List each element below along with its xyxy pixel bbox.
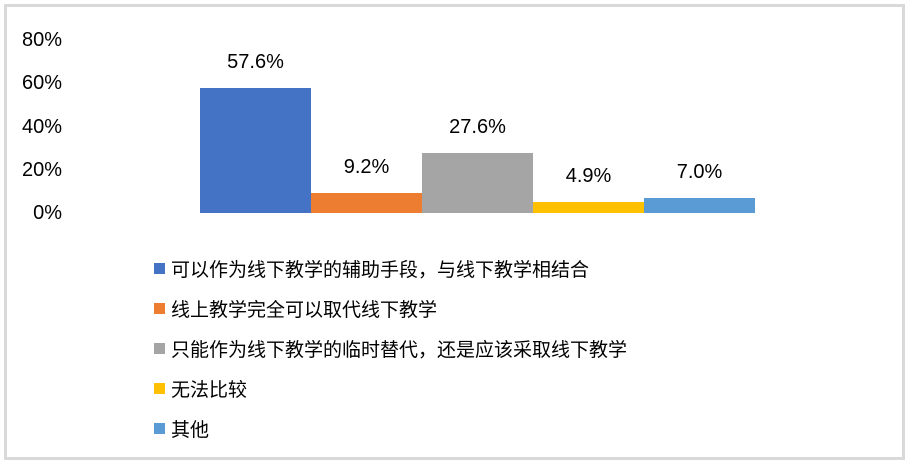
y-axis-tick-label: 80% [21,29,62,51]
bar-value-label: 57.6% [227,51,284,74]
legend-label: 线上教学完全可以取代线下教学 [171,299,438,321]
legend-label: 只能作为线下教学的临时替代，还是应该采取线下教学 [171,339,628,361]
legend-item-3: 只能作为线下教学的临时替代，还是应该采取线下教学 [154,335,627,361]
legend-marker-square [154,382,165,394]
bar-5 [644,197,755,213]
y-axis-tick-label: 40% [21,115,62,138]
legend-item-4: 无法比较 [154,375,247,401]
legend-item-2: 线上教学完全可以取代线下教学 [154,295,437,321]
legend-label: 其他 [171,419,210,441]
y-axis-tick-label: 60% [21,72,62,95]
bar-value-label: 9.2% [343,156,390,179]
y-axis-tick-label: 20% [21,158,62,181]
bar-value-label: 7.0% [676,160,723,183]
bar-value-label: 4.9% [565,165,612,188]
y-axis-tick-label: 0% [33,202,62,224]
legend-label: 无法比较 [171,379,248,401]
legend-marker-square [154,342,165,354]
bar-1 [200,88,311,213]
chart-outer-border [4,4,905,460]
legend-label: 可以作为线下教学的辅助手段，与线下教学相结合 [171,259,590,281]
bar-value-label: 27.6% [449,116,506,139]
legend-marker-square [154,262,165,274]
legend-item-1: 可以作为线下教学的辅助手段，与线下教学相结合 [154,255,589,281]
legend-marker-square [154,302,165,314]
legend-marker-square [154,422,165,434]
legend-item-5: 其他 [154,415,209,441]
bar-2 [311,193,422,213]
bar-4 [533,202,644,213]
bar-3 [422,153,533,213]
